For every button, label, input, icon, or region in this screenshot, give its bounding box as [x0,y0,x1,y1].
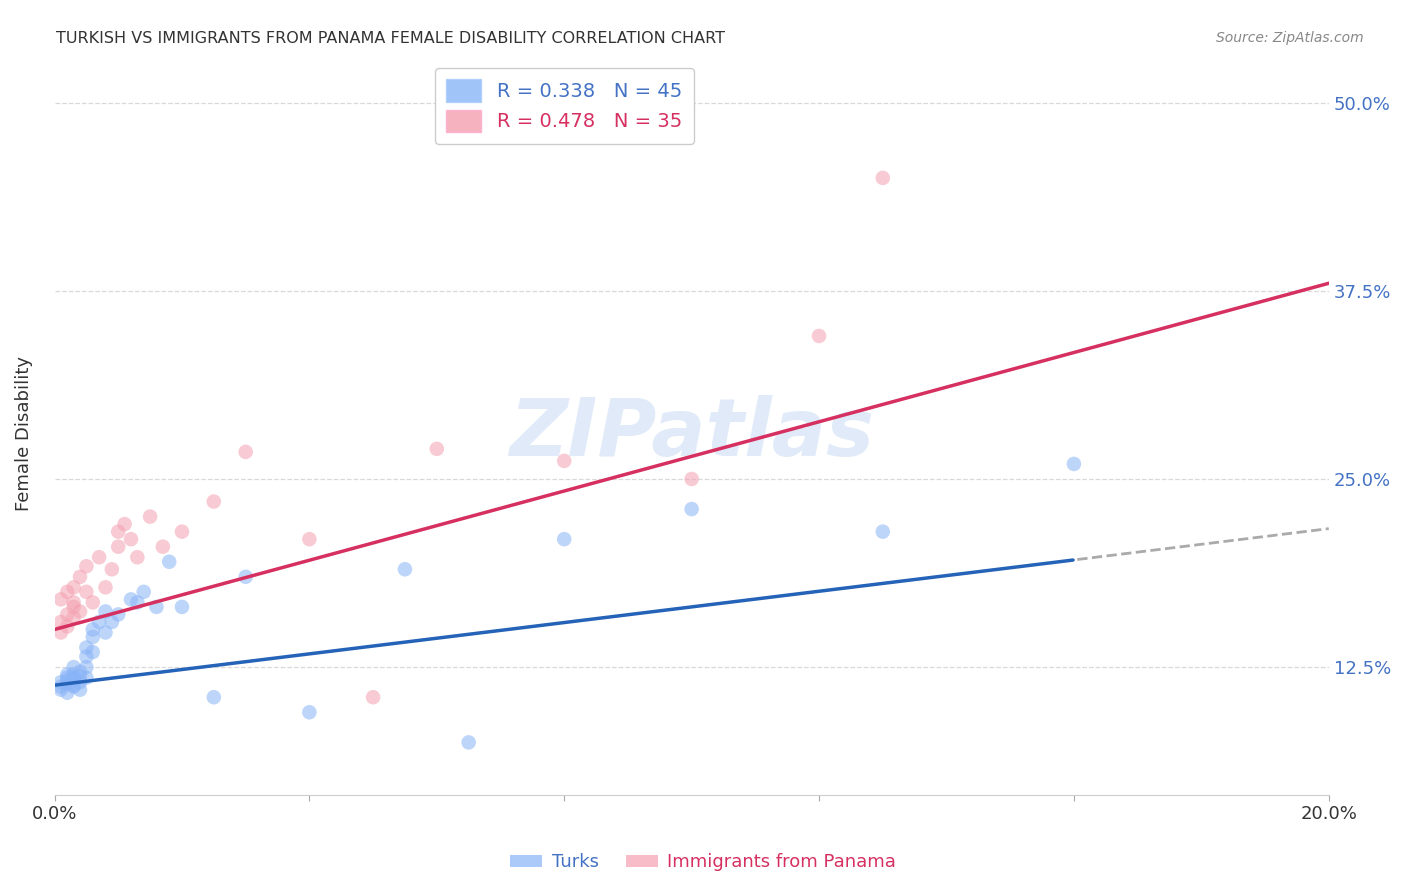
Point [94,625,117,640]
Point [62,580,84,594]
Point [56,667,79,681]
Y-axis label: Female Disability: Female Disability [15,356,32,511]
Point [62,672,84,686]
Text: ZIPatlas: ZIPatlas [509,395,875,473]
Point [75,660,97,674]
Point [120,592,142,607]
Point [75,671,97,685]
Point [298,532,321,546]
Point [94,604,117,618]
Point [152,540,174,554]
Point [202,690,225,705]
Point [94,580,117,594]
Point [56,619,79,633]
Point [457,735,479,749]
Point [69,604,91,618]
Point [170,599,193,614]
Legend: R = 0.338   N = 45, R = 0.478   N = 35: R = 0.338 N = 45, R = 0.478 N = 35 [434,68,693,144]
Point [62,671,84,685]
Point [235,445,257,459]
Point [56,676,79,690]
Point [56,686,79,700]
Point [49,592,72,607]
Point [361,690,384,705]
Point [107,540,129,554]
Point [298,706,321,720]
Point [69,675,91,690]
Point [82,595,104,609]
Point [132,585,155,599]
Point [82,630,104,644]
Point [114,517,136,532]
Point [56,671,79,685]
Point [56,607,79,622]
Point [235,570,257,584]
Point [681,472,703,486]
Point [49,680,72,694]
Point [120,532,142,546]
Point [62,610,84,624]
Point [62,660,84,674]
Point [89,550,111,565]
Point [1063,457,1085,471]
Point [49,625,72,640]
Point [872,170,894,185]
Point [75,559,97,574]
Point [127,595,149,609]
Point [89,615,111,629]
Point [553,454,575,468]
Point [107,607,129,622]
Point [145,599,167,614]
Point [808,329,831,343]
Point [49,615,72,629]
Point [75,649,97,664]
Point [56,673,79,688]
Point [56,585,79,599]
Point [75,640,97,655]
Point [127,550,149,565]
Point [82,645,104,659]
Point [62,599,84,614]
Point [872,524,894,539]
Point [107,524,129,539]
Point [62,667,84,681]
Point [69,669,91,683]
Text: Source: ZipAtlas.com: Source: ZipAtlas.com [1216,31,1364,45]
Point [426,442,449,456]
Point [49,675,72,690]
Point [69,570,91,584]
Legend: Turks, Immigrants from Panama: Turks, Immigrants from Panama [503,847,903,879]
Point [101,562,124,576]
Point [202,494,225,508]
Point [69,682,91,697]
Point [82,623,104,637]
Point [394,562,416,576]
Point [69,665,91,679]
Point [170,524,193,539]
Point [62,678,84,692]
Point [62,680,84,694]
Point [75,585,97,599]
Point [139,509,162,524]
Point [101,615,124,629]
Point [157,555,180,569]
Text: TURKISH VS IMMIGRANTS FROM PANAMA FEMALE DISABILITY CORRELATION CHART: TURKISH VS IMMIGRANTS FROM PANAMA FEMALE… [56,31,725,46]
Point [681,502,703,516]
Point [553,532,575,546]
Point [49,682,72,697]
Point [62,595,84,609]
